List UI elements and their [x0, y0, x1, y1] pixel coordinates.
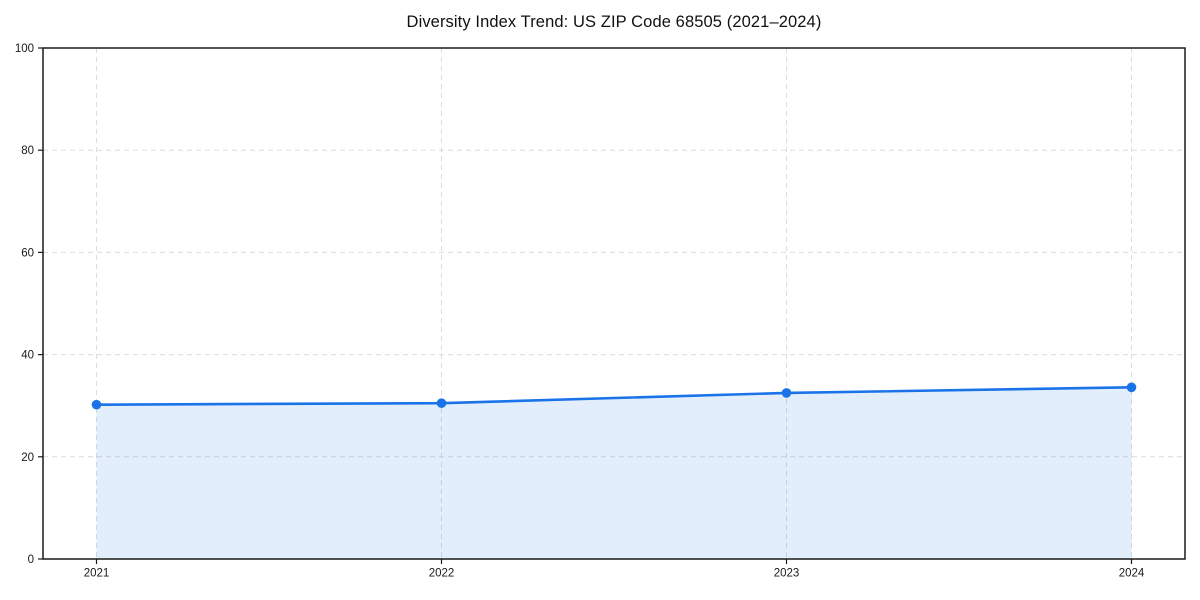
trend-line	[95, 386, 1133, 406]
y-tick-label: 20	[21, 452, 34, 464]
x-tick-label: 2024	[1119, 568, 1145, 580]
y-tick-label: 80	[21, 145, 34, 157]
data-point	[1126, 382, 1137, 393]
y-tick-label: 60	[21, 247, 34, 259]
data-point	[91, 399, 102, 410]
plot-border	[42, 47, 1186, 560]
y-tick-label: 100	[15, 43, 34, 55]
y-tick-label: 0	[28, 554, 34, 566]
x-tick-label: 2021	[84, 568, 110, 580]
y-tick-label: 40	[21, 350, 34, 362]
chart-title: Diversity Index Trend: US ZIP Code 68505…	[406, 13, 822, 31]
data-point	[781, 388, 792, 398]
data-point	[436, 398, 447, 408]
area-fill	[96, 387, 1132, 559]
x-tick-label: 2023	[774, 568, 800, 580]
x-tick-label: 2022	[429, 568, 455, 580]
